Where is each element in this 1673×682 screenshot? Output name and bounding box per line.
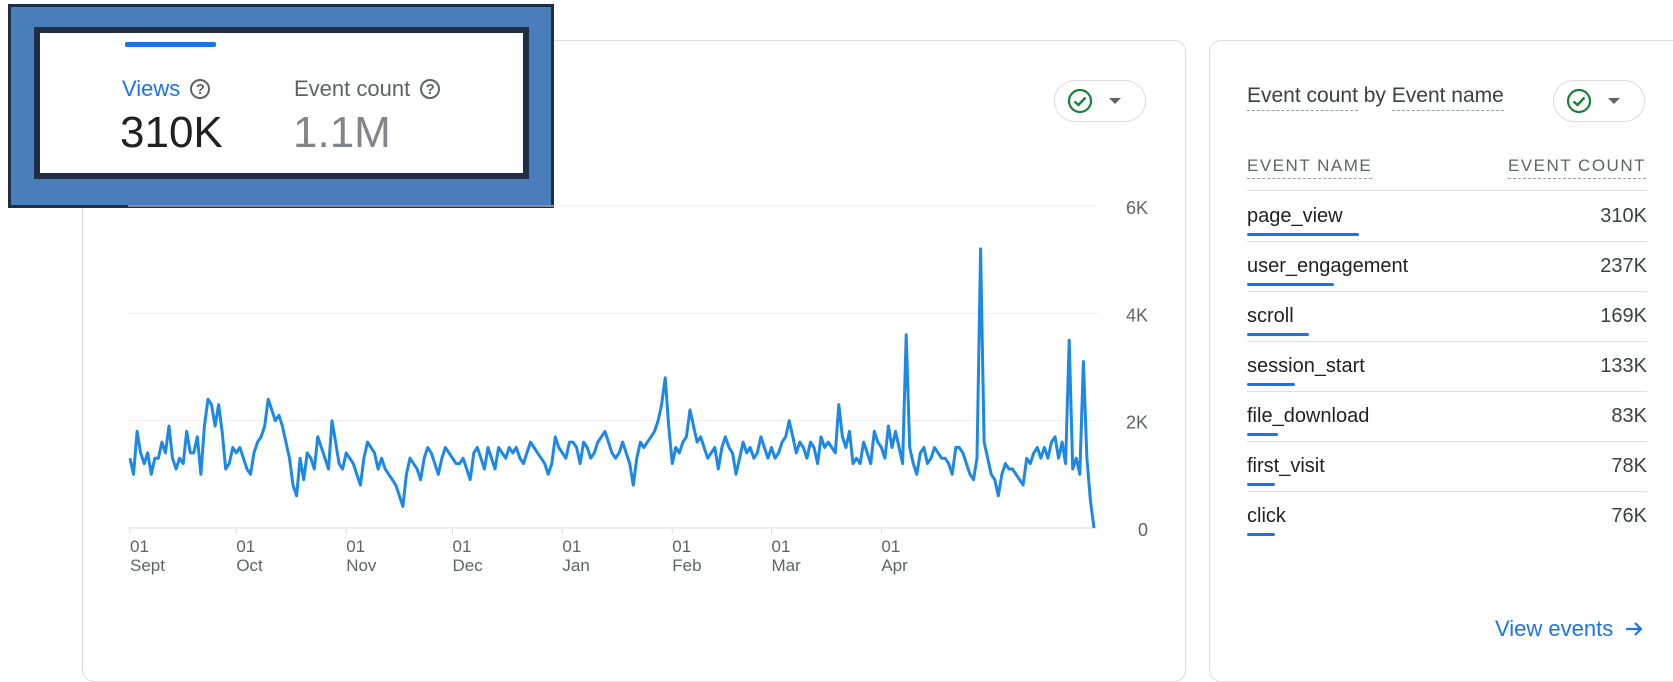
title-metric[interactable]: Event count (1247, 84, 1358, 111)
card-title: Event count by Event name (1247, 84, 1504, 111)
column-header-event-count[interactable]: EVENT COUNT (1507, 156, 1646, 179)
help-circle-icon[interactable]: ? (190, 79, 211, 99)
check-circle-icon (1067, 88, 1093, 114)
x-tick-month: Feb (672, 556, 701, 575)
x-tick-month: Mar (771, 556, 801, 575)
event-count-value: 1.1M (293, 108, 391, 157)
x-tick-day: 01 (881, 537, 900, 556)
x-tick-day: 01 (130, 537, 149, 556)
y-tick-label: 6K (1126, 198, 1148, 218)
event-name-cell: first_visit (1247, 455, 1325, 477)
title-dimension[interactable]: Event name (1391, 84, 1504, 111)
event-name-cell: file_download (1247, 405, 1370, 427)
event-share-bar (1247, 333, 1309, 336)
event-name-cell: page_view (1247, 205, 1343, 227)
event-share-bar (1247, 233, 1359, 236)
x-tick-day: 01 (672, 537, 691, 556)
x-tick-month: Apr (881, 556, 908, 575)
event-count-label: Event count (294, 76, 411, 101)
event-count-cell: 78K (1611, 455, 1647, 477)
column-header-event-name[interactable]: EVENT NAME (1247, 156, 1373, 179)
event-share-bar (1247, 433, 1278, 436)
event-share-bar (1247, 283, 1334, 286)
metric-tabs-panel (34, 27, 529, 179)
views-label: Views (122, 76, 181, 101)
event-breakdown-card (1209, 40, 1673, 682)
arrow-right-icon (1626, 622, 1643, 636)
x-tick-day: 01 (562, 537, 581, 556)
check-circle-icon (1566, 88, 1592, 114)
table-row[interactable]: first_visit 78K (1247, 441, 1647, 492)
title-by: by (1357, 84, 1392, 107)
event-count-cell: 83K (1611, 405, 1647, 427)
table-row[interactable]: page_view 310K (1247, 191, 1647, 242)
x-tick-day: 01 (453, 537, 472, 556)
table-row[interactable]: user_engagement 237K (1247, 241, 1647, 292)
table-row[interactable]: session_start 133K (1247, 341, 1647, 392)
view-events-label: View events (1495, 616, 1614, 641)
chevron-down-icon (1109, 98, 1121, 104)
event-count-cell: 310K (1600, 205, 1647, 227)
comparison-dropdown[interactable] (1054, 80, 1146, 122)
active-tab-indicator (125, 42, 216, 47)
view-events-link[interactable]: View events (1495, 616, 1645, 642)
y-tick-label: 4K (1126, 305, 1148, 325)
event-name-cell: click (1247, 505, 1286, 527)
table-row[interactable]: file_download 83K (1247, 391, 1647, 442)
event-count-cell: 169K (1600, 305, 1647, 327)
y-tick-label: 0 (1138, 520, 1148, 540)
event-name-cell: scroll (1247, 305, 1294, 327)
event-count-cell: 237K (1600, 255, 1647, 277)
event-share-bar (1247, 483, 1275, 486)
event-name-cell: session_start (1247, 355, 1365, 377)
x-tick-month: Sept (130, 556, 165, 575)
views-line-chart: 6K4K2K001Sept01Oct01Nov01Dec01Jan01Feb01… (128, 198, 1148, 575)
x-tick-month: Nov (346, 556, 377, 575)
tab-event-count[interactable]: Event count ? (294, 76, 441, 102)
event-name-cell: user_engagement (1247, 255, 1409, 277)
event-share-bar (1247, 533, 1275, 536)
x-tick-month: Jan (562, 556, 589, 575)
tab-views[interactable]: Views ? (122, 76, 211, 102)
x-tick-month: Oct (236, 556, 263, 575)
x-tick-day: 01 (236, 537, 255, 556)
help-circle-icon[interactable]: ? (420, 79, 441, 99)
x-tick-month: Dec (453, 556, 484, 575)
table-row[interactable]: click 76K (1247, 491, 1647, 541)
x-tick-day: 01 (771, 537, 790, 556)
x-tick-day: 01 (346, 537, 365, 556)
chevron-down-icon (1608, 98, 1620, 104)
views-value: 310K (120, 108, 223, 157)
views-series-line[interactable] (128, 247, 1096, 529)
y-tick-label: 2K (1126, 413, 1148, 433)
event-count-cell: 133K (1600, 355, 1647, 377)
table-row[interactable]: scroll 169K (1247, 291, 1647, 342)
event-share-bar (1247, 383, 1295, 386)
event-count-cell: 76K (1611, 505, 1647, 527)
side-comparison-dropdown[interactable] (1553, 80, 1645, 122)
table-header-divider (1247, 190, 1647, 191)
